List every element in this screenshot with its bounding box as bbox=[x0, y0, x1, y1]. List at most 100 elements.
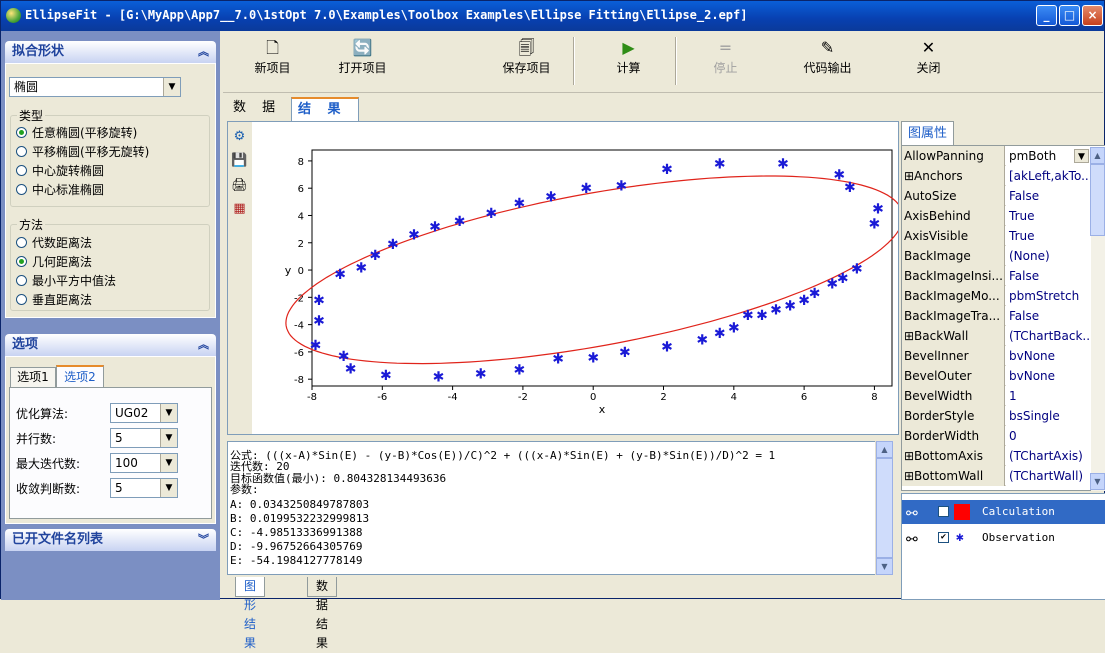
tab-results[interactable]: 结 果 bbox=[291, 97, 359, 121]
method-option[interactable]: 最小平方中值法 bbox=[16, 272, 116, 290]
save-image-icon[interactable]: 💾 bbox=[231, 153, 248, 168]
option-select[interactable]: UG02 ▼ bbox=[110, 403, 178, 423]
toolbar-button-play[interactable]: ▶ 计算 bbox=[587, 35, 670, 87]
series-observation-row[interactable]: ⚯ ✔ ✱ Observation bbox=[902, 526, 1105, 550]
radio-icon[interactable] bbox=[16, 184, 27, 195]
scroll-up-icon[interactable]: ▲ bbox=[1090, 147, 1105, 164]
method-option[interactable]: 垂直距离法 bbox=[16, 291, 92, 309]
radio-icon[interactable] bbox=[16, 127, 27, 138]
property-row[interactable]: BackImageMo... pbmStretch bbox=[902, 286, 1091, 306]
property-row[interactable]: BackImageTra... False bbox=[902, 306, 1091, 326]
property-row[interactable]: AxisBehind True bbox=[902, 206, 1091, 226]
radio-icon[interactable] bbox=[16, 237, 27, 248]
scroll-thumb[interactable] bbox=[1090, 164, 1105, 236]
property-value[interactable]: 0 bbox=[1006, 426, 1091, 446]
property-row[interactable]: AutoSize False bbox=[902, 186, 1091, 206]
option-select[interactable]: 5 ▼ bbox=[110, 478, 178, 498]
tab-options-2[interactable]: 选项2 bbox=[56, 365, 104, 387]
maximize-button[interactable]: □ bbox=[1059, 5, 1080, 26]
minimize-button[interactable]: _ bbox=[1036, 5, 1057, 26]
property-value[interactable]: pbmStretch bbox=[1006, 286, 1091, 306]
type-option[interactable]: 中心旋转椭圆 bbox=[16, 162, 104, 180]
chevron-down-icon[interactable]: ▼ bbox=[160, 454, 177, 472]
property-value[interactable]: True bbox=[1006, 206, 1091, 226]
expand-icon[interactable]: ︾ bbox=[198, 533, 209, 546]
chart-settings-icon[interactable]: ⚙ bbox=[233, 129, 246, 144]
property-row[interactable]: BevelWidth 1 bbox=[902, 386, 1091, 406]
scroll-thumb[interactable] bbox=[876, 458, 893, 558]
option-select[interactable]: 5 ▼ bbox=[110, 428, 178, 448]
series-calculation-row[interactable]: ⚯ ✔ Calculation bbox=[902, 500, 1105, 524]
toolbar-button-stop[interactable]: = 停止 bbox=[684, 35, 767, 87]
collapse-icon[interactable]: ︽ bbox=[198, 45, 209, 58]
property-value[interactable]: [akLeft,akTo... bbox=[1006, 166, 1091, 186]
chevron-down-icon[interactable]: ▼ bbox=[160, 479, 177, 497]
toolbar-button-save-project[interactable]: 🗐 保存项目 bbox=[485, 35, 568, 87]
tab-options-1[interactable]: 选项1 bbox=[10, 367, 56, 387]
options-panel-header[interactable]: 选项 ︽ bbox=[5, 334, 216, 356]
property-row[interactable]: BackImage (None) bbox=[902, 246, 1091, 266]
property-row[interactable]: ⊞BottomAxis (TChartAxis) bbox=[902, 446, 1091, 466]
option-select[interactable]: 100 ▼ bbox=[110, 453, 178, 473]
property-value[interactable]: bsSingle bbox=[1006, 406, 1091, 426]
chevron-down-icon[interactable]: ▼ bbox=[160, 429, 177, 447]
property-scrollbar[interactable]: ▲ ▼ bbox=[1090, 147, 1105, 491]
type-option[interactable]: 中心标准椭圆 bbox=[16, 181, 104, 199]
title-bar[interactable]: EllipseFit - [G:\MyApp\App7__7.0\1stOpt … bbox=[1, 1, 1104, 31]
collapse-icon[interactable]: ︽ bbox=[198, 338, 209, 351]
toolbar-button-close[interactable]: ✕ 关闭 bbox=[887, 35, 970, 87]
property-value[interactable]: bvNone bbox=[1006, 346, 1091, 366]
print-icon[interactable]: 🖨 bbox=[231, 178, 248, 193]
property-row[interactable]: AllowPanning pmBoth ▼ bbox=[902, 146, 1091, 166]
close-window-button[interactable]: × bbox=[1082, 5, 1103, 26]
shape-select[interactable]: 椭圆 ▼ bbox=[9, 77, 181, 97]
method-option[interactable]: 几何距离法 bbox=[16, 253, 92, 271]
type-option[interactable]: 平移椭圆(平移无旋转) bbox=[16, 143, 149, 161]
toolbar-button-edit[interactable]: ✎ 代码输出 bbox=[786, 35, 869, 87]
property-row[interactable]: BorderWidth 0 bbox=[902, 426, 1091, 446]
property-value[interactable]: True bbox=[1006, 226, 1091, 246]
property-value[interactable]: False bbox=[1006, 186, 1091, 206]
property-row[interactable]: ⊞BottomWall (TChartWall) bbox=[902, 466, 1091, 486]
chevron-down-icon[interactable]: ▼ bbox=[1074, 149, 1089, 163]
open-files-panel-header[interactable]: 已开文件名列表 ︾ bbox=[5, 529, 216, 551]
property-value[interactable]: False bbox=[1006, 306, 1091, 326]
toolbar-button-open-project[interactable]: 🔄 打开项目 bbox=[321, 35, 404, 87]
property-value[interactable]: pmBoth bbox=[1006, 146, 1091, 166]
property-value[interactable]: False bbox=[1006, 266, 1091, 286]
results-text[interactable]: 公式: (((x-A)*Sin(E) - (y-B)*Cos(E))/C)^2 … bbox=[227, 441, 893, 575]
tab-graph-results[interactable]: 图形结果 bbox=[235, 577, 266, 650]
property-value[interactable]: 1 bbox=[1006, 386, 1091, 406]
scroll-down-icon[interactable]: ▼ bbox=[1090, 473, 1105, 490]
series-calculation-checkbox[interactable]: ✔ bbox=[938, 506, 949, 517]
chevron-down-icon[interactable]: ▼ bbox=[160, 404, 177, 422]
results-scrollbar[interactable]: ▲ ▼ bbox=[875, 441, 893, 575]
property-row[interactable]: BevelInner bvNone bbox=[902, 346, 1091, 366]
property-value[interactable]: (TChartWall) bbox=[1006, 466, 1091, 486]
scroll-up-icon[interactable]: ▲ bbox=[876, 441, 893, 458]
calculation-color-swatch[interactable] bbox=[954, 504, 970, 520]
scroll-down-icon[interactable]: ▼ bbox=[876, 558, 893, 575]
property-row[interactable]: ⊞Anchors [akLeft,akTo... bbox=[902, 166, 1091, 186]
property-value[interactable]: (TChartBack... bbox=[1006, 326, 1091, 346]
property-row[interactable]: BackImageInsi... False bbox=[902, 266, 1091, 286]
method-option[interactable]: 代数距离法 bbox=[16, 234, 92, 252]
toolbar-button-new-file[interactable]: 🗋 新项目 bbox=[231, 35, 314, 87]
radio-icon[interactable] bbox=[16, 146, 27, 157]
radio-icon[interactable] bbox=[16, 256, 27, 267]
property-value[interactable]: (None) bbox=[1006, 246, 1091, 266]
radio-icon[interactable] bbox=[16, 294, 27, 305]
data-table-icon[interactable]: ▦ bbox=[233, 201, 246, 216]
property-row[interactable]: BevelOuter bvNone bbox=[902, 366, 1091, 386]
property-row[interactable]: AxisVisible True bbox=[902, 226, 1091, 246]
property-row[interactable]: ⊞BackWall (TChartBack... bbox=[902, 326, 1091, 346]
property-value[interactable]: (TChartAxis) bbox=[1006, 446, 1091, 466]
series-observation-checkbox[interactable]: ✔ bbox=[938, 532, 949, 543]
radio-icon[interactable] bbox=[16, 275, 27, 286]
type-option[interactable]: 任意椭圆(平移旋转) bbox=[16, 124, 137, 142]
property-row[interactable]: BorderStyle bsSingle bbox=[902, 406, 1091, 426]
chevron-down-icon[interactable]: ▼ bbox=[163, 78, 180, 96]
tab-data[interactable]: 数 据 bbox=[227, 97, 289, 121]
tab-data-results[interactable]: 数据结果 bbox=[307, 577, 338, 650]
